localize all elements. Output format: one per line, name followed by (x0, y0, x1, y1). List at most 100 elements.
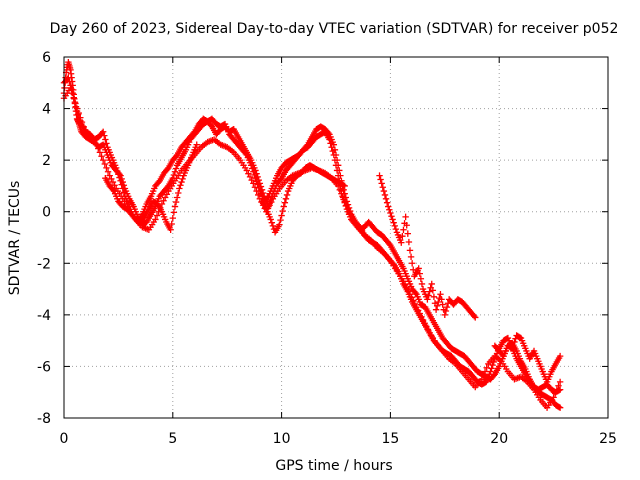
data-point (242, 150, 249, 157)
data-point (412, 289, 419, 297)
data-point (78, 118, 86, 126)
series-track-7 (491, 332, 564, 386)
data-point (267, 216, 274, 223)
data-point (401, 281, 409, 288)
data-point (65, 74, 72, 81)
data-point (280, 203, 287, 210)
data-point (155, 178, 162, 186)
data-point (400, 278, 407, 285)
data-point (470, 312, 478, 320)
x-axis-label: GPS time / hours (275, 458, 392, 474)
y-tick-label: -6 (37, 359, 51, 375)
data-point (552, 390, 559, 397)
data-point (386, 206, 393, 213)
data-point (173, 194, 181, 201)
data-point (383, 199, 391, 206)
data-point (140, 214, 147, 222)
data-point (438, 296, 445, 303)
data-point (424, 296, 431, 303)
data-point (435, 298, 442, 306)
data-point (487, 368, 494, 375)
data-point (402, 213, 409, 221)
data-point (266, 202, 273, 209)
data-point (556, 378, 564, 386)
data-point (193, 141, 200, 148)
data-point (178, 178, 185, 186)
data-point (407, 253, 415, 261)
series-track-2 (60, 74, 564, 396)
data-point (441, 311, 448, 319)
data-point (344, 205, 352, 213)
data-point (104, 168, 112, 175)
data-point (433, 302, 441, 310)
data-point (118, 181, 125, 188)
data-point (442, 307, 450, 315)
data-point (103, 140, 110, 147)
series-track-4 (102, 141, 200, 233)
data-point (439, 301, 446, 308)
data-point (406, 247, 414, 254)
data-point (268, 219, 276, 226)
data-point (472, 314, 479, 321)
data-point (172, 153, 180, 160)
data-point (277, 216, 284, 224)
data-point (303, 142, 310, 150)
grid-lines (64, 57, 608, 418)
data-point (68, 89, 76, 97)
x-tick-label: 15 (381, 431, 399, 447)
data-point (337, 172, 344, 179)
data-point (426, 288, 433, 295)
series-track-1 (60, 58, 564, 411)
data-point (161, 194, 169, 201)
y-tick-label: 2 (42, 153, 51, 169)
x-tick-label: 20 (490, 431, 508, 447)
data-point (387, 209, 394, 217)
data-point (510, 341, 517, 349)
data-point (346, 209, 353, 217)
data-point (381, 191, 389, 199)
data-point (251, 171, 258, 179)
data-point (276, 221, 283, 228)
data-point (556, 352, 564, 360)
data-point (278, 212, 285, 219)
data-point (95, 145, 102, 152)
data-point (480, 372, 487, 379)
data-point (170, 209, 178, 216)
data-point (252, 174, 259, 182)
data-point (379, 184, 386, 191)
data-point (416, 310, 423, 317)
data-point (380, 187, 388, 195)
data-point (406, 291, 414, 298)
data-point (408, 294, 415, 301)
data-point (269, 222, 277, 230)
data-point (389, 216, 396, 223)
data-point (325, 129, 332, 137)
data-point (403, 222, 410, 229)
data-point (169, 214, 176, 222)
y-tick-label: 0 (42, 205, 51, 221)
data-point (553, 386, 561, 393)
data-point (388, 213, 395, 220)
data-point (164, 165, 171, 173)
data-point (277, 176, 284, 183)
data-point (179, 175, 186, 183)
data-point (160, 197, 167, 204)
series-track-6 (376, 172, 479, 321)
data-point (190, 129, 197, 137)
data-point (377, 176, 384, 183)
data-point (172, 198, 180, 206)
data-point (113, 164, 120, 172)
data-point (432, 306, 440, 313)
data-point (416, 270, 423, 277)
data-point (119, 185, 126, 192)
data-point (96, 149, 104, 156)
data-point (168, 220, 175, 228)
data-point (418, 280, 426, 288)
data-point (109, 186, 117, 193)
data-point (483, 364, 490, 371)
data-point (251, 184, 259, 191)
data-point (268, 198, 275, 206)
y-tick-label: -8 (37, 411, 51, 427)
data-point (248, 176, 255, 184)
data-point (391, 222, 398, 230)
